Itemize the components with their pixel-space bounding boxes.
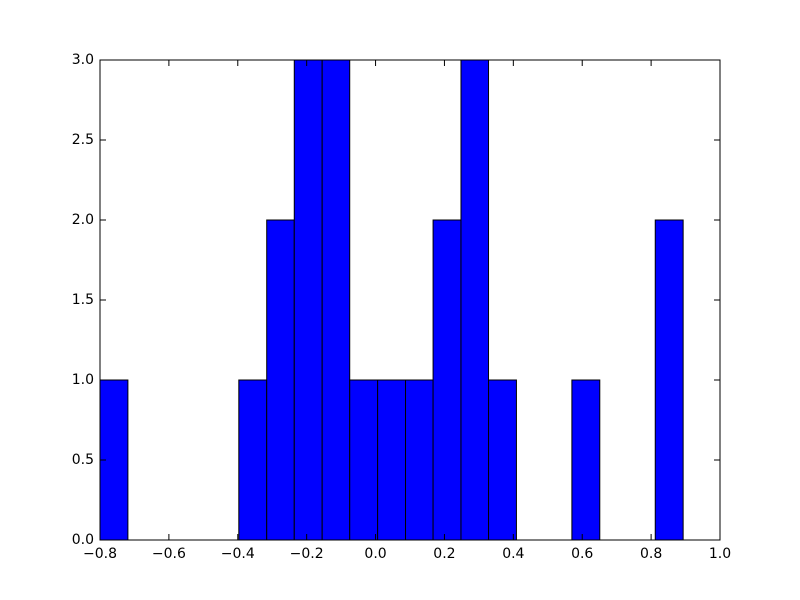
bar [349, 379, 379, 541]
x-tick-label: 0.2 [433, 546, 455, 562]
x-tick-label: 1.0 [709, 546, 731, 562]
y-tick-label: 2.5 [72, 132, 94, 148]
bar [488, 379, 517, 541]
bar [405, 379, 434, 541]
x-tick-label: 0.6 [571, 546, 593, 562]
y-tick-label: 1.5 [72, 292, 94, 308]
y-tick-label: 3.0 [72, 52, 94, 68]
x-tick-label: −0.2 [290, 546, 324, 562]
x-tick-label: −0.6 [152, 546, 186, 562]
bar [266, 219, 295, 541]
x-tick-label: 0.4 [502, 546, 524, 562]
bar [654, 219, 684, 541]
bar [238, 379, 268, 541]
bar [432, 219, 462, 541]
x-tick-label: −0.8 [83, 546, 117, 562]
y-tick-label: 2.0 [72, 212, 94, 228]
x-tick-label: 0.0 [364, 546, 386, 562]
x-tick-label: 0.8 [640, 546, 662, 562]
y-tick-label: 0.0 [72, 532, 94, 548]
bar [460, 59, 490, 541]
y-tick-label: 0.5 [72, 452, 94, 468]
bar [377, 379, 407, 541]
bar [293, 59, 323, 541]
bar [321, 59, 351, 541]
y-tick-label: 1.0 [72, 372, 94, 388]
x-tick-label: −0.4 [221, 546, 255, 562]
bar [571, 379, 601, 541]
